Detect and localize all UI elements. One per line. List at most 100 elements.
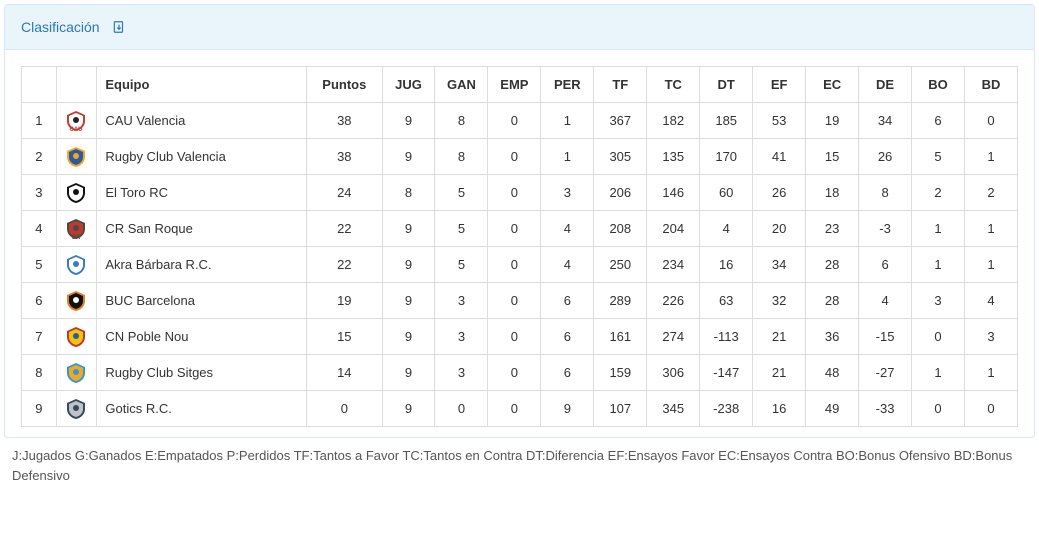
team-logo-cell bbox=[56, 139, 97, 175]
team-name-cell[interactable]: El Toro RC bbox=[97, 175, 307, 211]
stat-cell: 6 bbox=[541, 283, 594, 319]
col-header: Puntos bbox=[307, 67, 382, 103]
stat-cell: 1 bbox=[964, 247, 1017, 283]
stat-cell: 26 bbox=[859, 139, 912, 175]
stat-cell: 6 bbox=[912, 103, 965, 139]
stat-cell: 15 bbox=[806, 139, 859, 175]
panel-header: Clasificación bbox=[5, 5, 1034, 50]
stat-cell: -3 bbox=[859, 211, 912, 247]
team-logo-cell: SR bbox=[56, 211, 97, 247]
stat-cell: 306 bbox=[647, 355, 700, 391]
stat-cell: 8 bbox=[859, 175, 912, 211]
legend-text: J:Jugados G:Ganados E:Empatados P:Perdid… bbox=[0, 442, 1039, 497]
team-logo-icon bbox=[64, 361, 88, 385]
stat-cell: 182 bbox=[647, 103, 700, 139]
table-header-row: EquipoPuntosJUGGANEMPPERTFTCDTEFECDEBOBD bbox=[22, 67, 1018, 103]
stat-cell: 0 bbox=[964, 391, 1017, 427]
stat-cell: 8 bbox=[435, 139, 488, 175]
stat-cell: 36 bbox=[806, 319, 859, 355]
stat-cell: 9 bbox=[382, 319, 435, 355]
table-row: 3 El Toro RC248503206146602618822 bbox=[22, 175, 1018, 211]
stat-cell: 226 bbox=[647, 283, 700, 319]
stat-cell: 24 bbox=[307, 175, 382, 211]
team-logo-cell bbox=[56, 391, 97, 427]
team-logo-cell bbox=[56, 247, 97, 283]
standings-table: EquipoPuntosJUGGANEMPPERTFTCDTEFECDEBOBD… bbox=[21, 66, 1018, 427]
team-name-cell[interactable]: Rugby Club Valencia bbox=[97, 139, 307, 175]
col-header: BD bbox=[964, 67, 1017, 103]
stat-cell: 38 bbox=[307, 103, 382, 139]
team-logo-cell bbox=[56, 355, 97, 391]
team-name-cell[interactable]: Gotics R.C. bbox=[97, 391, 307, 427]
stat-cell: 22 bbox=[307, 247, 382, 283]
stat-cell: 34 bbox=[859, 103, 912, 139]
stat-cell: 41 bbox=[753, 139, 806, 175]
rank-cell: 1 bbox=[22, 103, 57, 139]
stat-cell: -238 bbox=[700, 391, 753, 427]
export-icon[interactable] bbox=[112, 20, 126, 34]
stat-cell: 159 bbox=[594, 355, 647, 391]
stat-cell: 19 bbox=[307, 283, 382, 319]
stat-cell: 9 bbox=[541, 391, 594, 427]
team-name-cell[interactable]: CR San Roque bbox=[97, 211, 307, 247]
stat-cell: 20 bbox=[753, 211, 806, 247]
stat-cell: 3 bbox=[435, 283, 488, 319]
col-header: JUG bbox=[382, 67, 435, 103]
stat-cell: 274 bbox=[647, 319, 700, 355]
stat-cell: 8 bbox=[435, 103, 488, 139]
stat-cell: 345 bbox=[647, 391, 700, 427]
col-header: GAN bbox=[435, 67, 488, 103]
stat-cell: 60 bbox=[700, 175, 753, 211]
stat-cell: 161 bbox=[594, 319, 647, 355]
stat-cell: 2 bbox=[964, 175, 1017, 211]
col-header bbox=[56, 67, 97, 103]
stat-cell: 4 bbox=[541, 211, 594, 247]
standings-panel: Clasificación EquipoPuntosJUGGANEMPPERTF… bbox=[4, 4, 1035, 438]
team-logo-cell bbox=[56, 175, 97, 211]
rank-cell: 6 bbox=[22, 283, 57, 319]
stat-cell: 8 bbox=[382, 175, 435, 211]
stat-cell: 0 bbox=[964, 103, 1017, 139]
stat-cell: -33 bbox=[859, 391, 912, 427]
team-name-cell[interactable]: Akra Bárbara R.C. bbox=[97, 247, 307, 283]
team-logo-icon: CAU bbox=[64, 109, 88, 133]
stat-cell: 0 bbox=[488, 319, 541, 355]
stat-cell: 4 bbox=[700, 211, 753, 247]
stat-cell: -15 bbox=[859, 319, 912, 355]
stat-cell: 48 bbox=[806, 355, 859, 391]
team-logo-icon bbox=[64, 325, 88, 349]
team-logo-icon bbox=[64, 145, 88, 169]
team-name-cell[interactable]: Rugby Club Sitges bbox=[97, 355, 307, 391]
col-header: EC bbox=[806, 67, 859, 103]
stat-cell: 9 bbox=[382, 211, 435, 247]
stat-cell: 21 bbox=[753, 355, 806, 391]
stat-cell: 28 bbox=[806, 283, 859, 319]
stat-cell: 23 bbox=[806, 211, 859, 247]
stat-cell: 3 bbox=[964, 319, 1017, 355]
stat-cell: 19 bbox=[806, 103, 859, 139]
team-name-cell[interactable]: BUC Barcelona bbox=[97, 283, 307, 319]
stat-cell: 3 bbox=[541, 175, 594, 211]
stat-cell: 289 bbox=[594, 283, 647, 319]
stat-cell: 0 bbox=[488, 103, 541, 139]
stat-cell: 9 bbox=[382, 391, 435, 427]
stat-cell: 0 bbox=[307, 391, 382, 427]
stat-cell: 0 bbox=[488, 175, 541, 211]
stat-cell: 16 bbox=[753, 391, 806, 427]
team-name-cell[interactable]: CN Poble Nou bbox=[97, 319, 307, 355]
stat-cell: 204 bbox=[647, 211, 700, 247]
team-name-cell[interactable]: CAU Valencia bbox=[97, 103, 307, 139]
team-logo-cell bbox=[56, 283, 97, 319]
stat-cell: 32 bbox=[753, 283, 806, 319]
stat-cell: 6 bbox=[541, 355, 594, 391]
rank-cell: 9 bbox=[22, 391, 57, 427]
table-row: 5 Akra Bárbara R.C.229504250234163428611 bbox=[22, 247, 1018, 283]
stat-cell: 1 bbox=[912, 211, 965, 247]
col-header: EMP bbox=[488, 67, 541, 103]
stat-cell: 4 bbox=[964, 283, 1017, 319]
stat-cell: 1 bbox=[964, 355, 1017, 391]
stat-cell: 135 bbox=[647, 139, 700, 175]
stat-cell: 63 bbox=[700, 283, 753, 319]
stat-cell: 21 bbox=[753, 319, 806, 355]
stat-cell: 1 bbox=[912, 355, 965, 391]
